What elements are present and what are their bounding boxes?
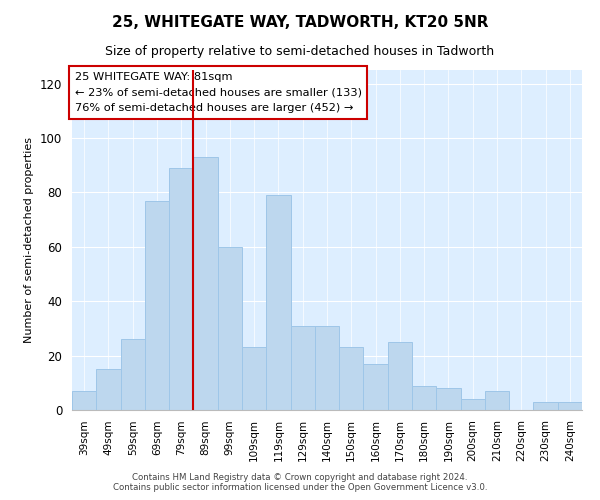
Bar: [412, 386, 436, 410]
Text: 25 WHITEGATE WAY: 81sqm
← 23% of semi-detached houses are smaller (133)
76% of s: 25 WHITEGATE WAY: 81sqm ← 23% of semi-de…: [74, 72, 362, 113]
Bar: [193, 157, 218, 410]
Bar: [315, 326, 339, 410]
Bar: [72, 391, 96, 410]
Bar: [266, 195, 290, 410]
Y-axis label: Number of semi-detached properties: Number of semi-detached properties: [25, 137, 34, 343]
Text: Contains HM Land Registry data © Crown copyright and database right 2024.: Contains HM Land Registry data © Crown c…: [132, 474, 468, 482]
Bar: [485, 391, 509, 410]
Text: Contains public sector information licensed under the Open Government Licence v3: Contains public sector information licen…: [113, 484, 487, 492]
Text: 25, WHITEGATE WAY, TADWORTH, KT20 5NR: 25, WHITEGATE WAY, TADWORTH, KT20 5NR: [112, 15, 488, 30]
Bar: [533, 402, 558, 410]
Bar: [290, 326, 315, 410]
Bar: [218, 247, 242, 410]
Bar: [461, 399, 485, 410]
Text: Size of property relative to semi-detached houses in Tadworth: Size of property relative to semi-detach…: [106, 45, 494, 58]
Bar: [121, 340, 145, 410]
Bar: [145, 200, 169, 410]
Bar: [242, 348, 266, 410]
Bar: [558, 402, 582, 410]
Bar: [339, 348, 364, 410]
Bar: [364, 364, 388, 410]
Bar: [96, 369, 121, 410]
Bar: [388, 342, 412, 410]
Bar: [436, 388, 461, 410]
Bar: [169, 168, 193, 410]
